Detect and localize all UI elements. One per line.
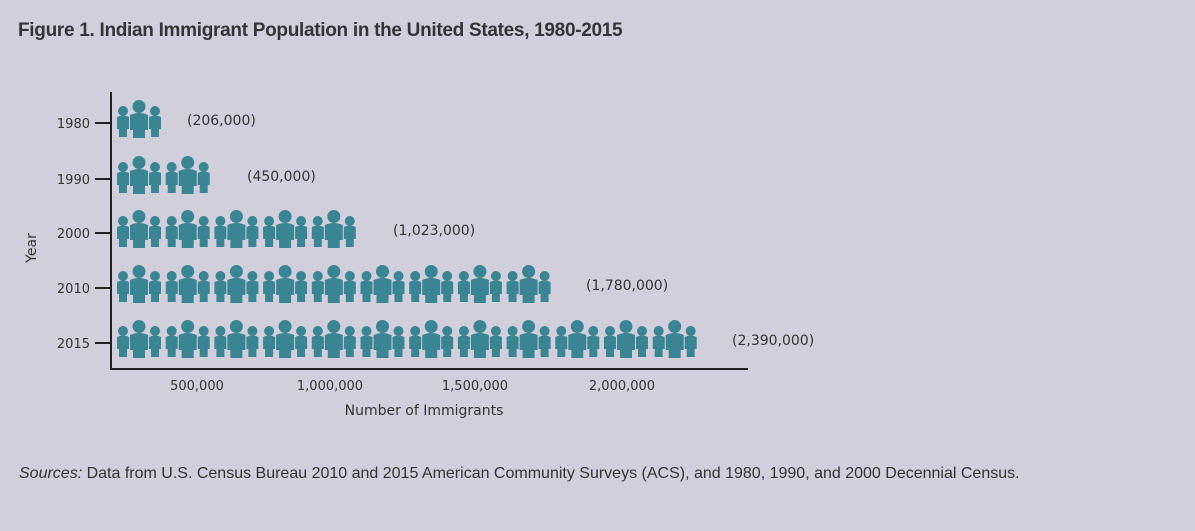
people-icon [360,320,405,358]
y-tick-label: 1980 [57,117,90,132]
x-tick-label: 500,000 [170,379,224,394]
people-icon [311,265,356,303]
people-icon [263,265,308,303]
y-tick-label: 2000 [57,227,90,242]
people-icon [214,210,259,248]
value-label: (450,000) [247,169,316,185]
people-icon [263,210,308,248]
sources-label: Sources: [19,465,83,482]
x-tick-label: 1,000,000 [297,379,363,394]
value-label: (1,023,000) [393,223,475,239]
people-icon [165,156,210,194]
people-icon [311,210,356,248]
people-icon [409,320,454,358]
x-axis-label: Number of Immigrants [345,403,504,419]
people-icon [457,265,502,303]
people-icon [117,100,161,138]
value-label: (2,390,000) [732,333,814,349]
chart-title: Figure 1. Indian Immigrant Population in… [18,20,623,41]
people-icon [165,210,210,248]
y-tick-label: 1990 [57,173,90,188]
x-tick-label: 1,500,000 [442,379,508,394]
people-icon [263,320,308,358]
people-icon [506,265,551,303]
people-icon [457,320,502,358]
people-icon [165,320,210,358]
sources-note: Sources: Data from U.S. Census Bureau 20… [19,465,1020,483]
x-tick-label: 2,000,000 [589,379,655,394]
value-label: (1,780,000) [586,278,668,294]
people-icon [409,265,454,303]
people-icon [652,320,697,358]
sources-text: Data from U.S. Census Bureau 2010 and 20… [82,465,1020,482]
people-icon [117,156,161,194]
pictograph-chart: Year Number of Immigrants 1980 (206,000) 1… [24,92,814,419]
people-icon [360,265,405,303]
people-icon [117,320,161,358]
people-icon [117,210,161,248]
y-tick-label: 2010 [57,282,90,297]
people-icon [214,320,259,358]
people-icon [214,265,259,303]
people-icon [165,265,210,303]
people-icon [117,265,161,303]
people-icon [555,320,600,358]
value-label: (206,000) [187,113,256,129]
y-tick-label: 2015 [57,337,90,352]
y-axis-label: Year [24,233,40,264]
people-icon [604,320,648,358]
people-icon [506,320,551,358]
people-icon [311,320,356,358]
